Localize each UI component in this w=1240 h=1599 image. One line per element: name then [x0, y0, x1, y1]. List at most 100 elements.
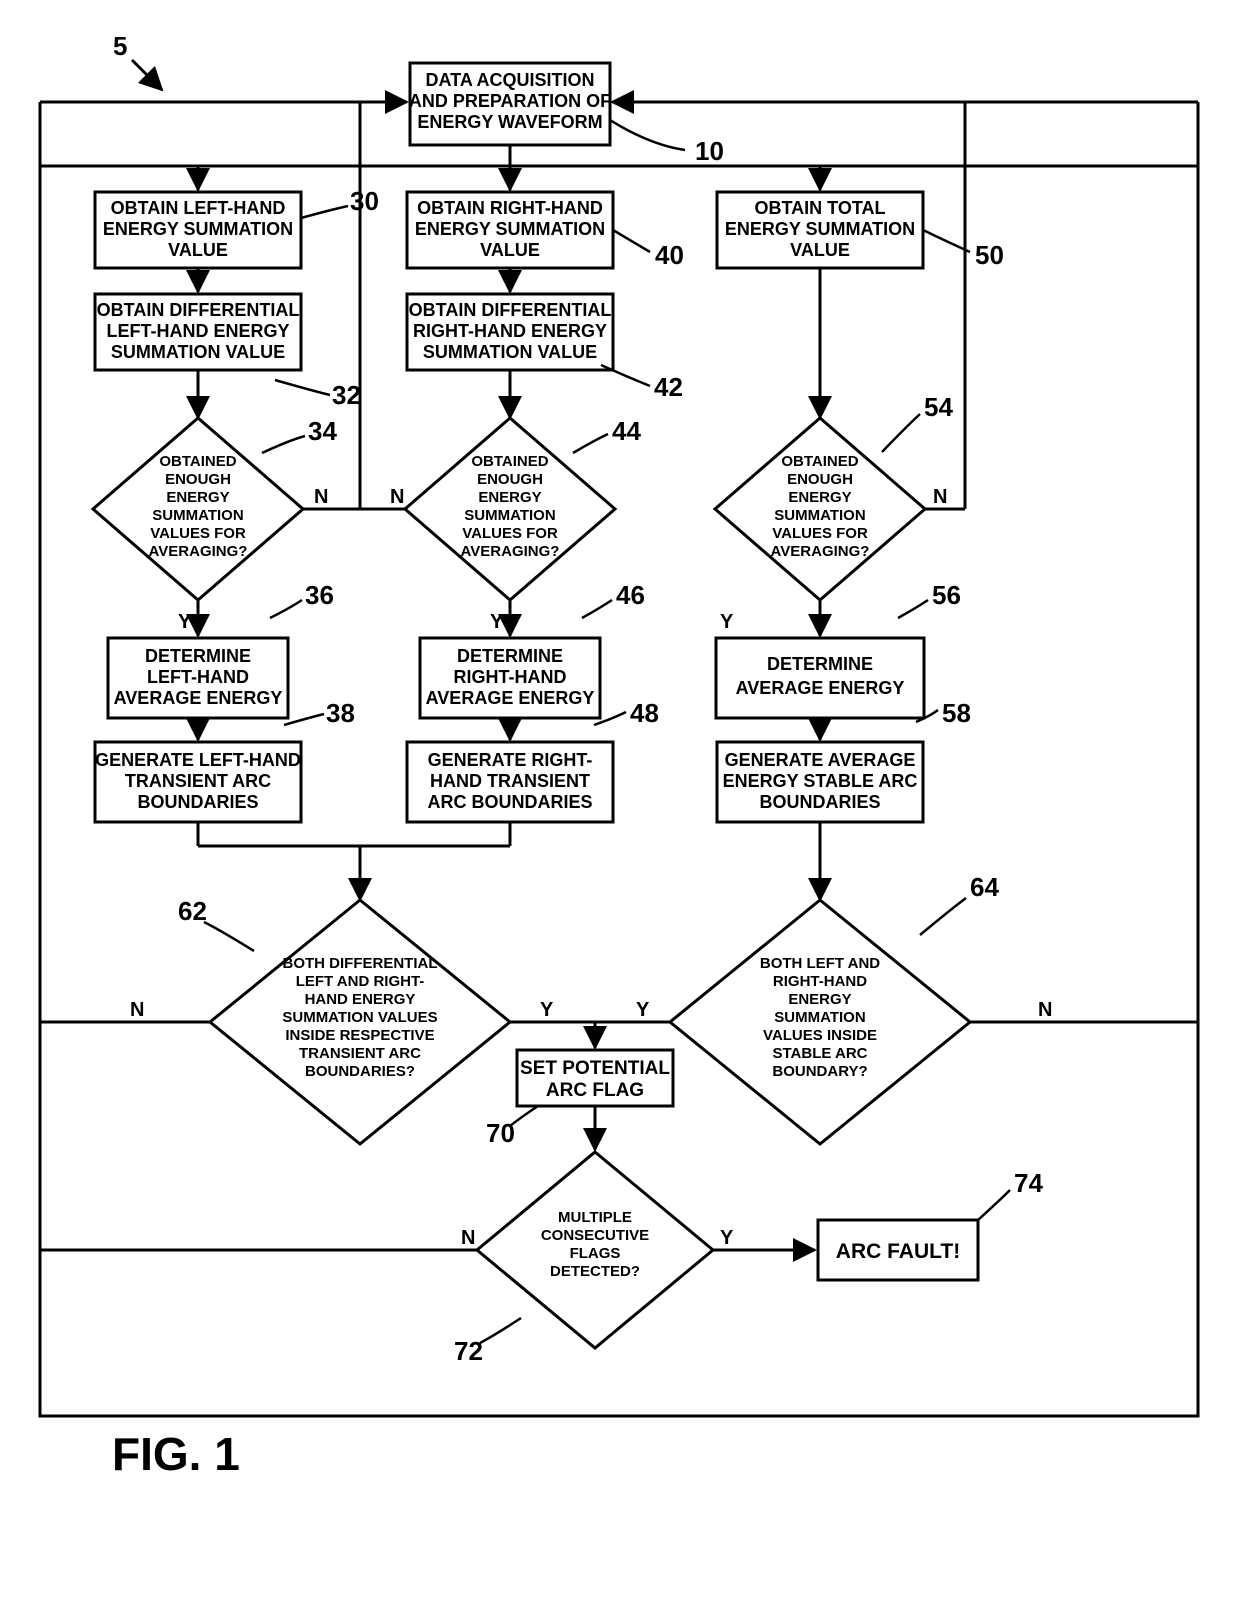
svg-text:TRANSIENT ARC: TRANSIENT ARC: [125, 771, 271, 791]
svg-text:VALUE: VALUE: [480, 240, 540, 260]
svg-text:ARC FLAG: ARC FLAG: [546, 1080, 644, 1101]
svg-text:ENERGY: ENERGY: [788, 991, 851, 1008]
flowchart: DATA ACQUISITION AND PREPARATION OF ENER…: [0, 0, 1240, 1599]
svg-text:AND PREPARATION OF: AND PREPARATION OF: [409, 91, 611, 111]
label-y: Y: [540, 999, 554, 1021]
svg-text:BOTH LEFT AND: BOTH LEFT AND: [760, 955, 880, 972]
leadline-10: [610, 120, 685, 150]
svg-text:VALUES FOR: VALUES FOR: [150, 525, 246, 542]
svg-text:RIGHT-HAND ENERGY: RIGHT-HAND ENERGY: [413, 321, 607, 341]
svg-text:BOUNDARIES?: BOUNDARIES?: [305, 1063, 415, 1080]
ref-64: 64: [970, 872, 999, 902]
svg-text:VALUES INSIDE: VALUES INSIDE: [763, 1027, 877, 1044]
svg-text:BOUNDARY?: BOUNDARY?: [772, 1063, 867, 1080]
ref-46: 46: [616, 580, 645, 610]
svg-text:LEFT-HAND ENERGY: LEFT-HAND ENERGY: [106, 321, 289, 341]
ref-38: 38: [326, 698, 355, 728]
ref-58: 58: [942, 698, 971, 728]
svg-text:OBTAINED: OBTAINED: [471, 453, 548, 470]
arrow-5: [132, 60, 162, 90]
svg-text:VALUE: VALUE: [168, 240, 228, 260]
label-y: Y: [720, 611, 734, 633]
svg-text:OBTAIN DIFFERENTIAL: OBTAIN DIFFERENTIAL: [409, 300, 612, 320]
svg-text:AVERAGING?: AVERAGING?: [149, 543, 248, 560]
label-n: N: [314, 486, 328, 508]
svg-text:LEFT-HAND: LEFT-HAND: [147, 667, 249, 687]
svg-text:DETERMINE: DETERMINE: [457, 646, 563, 666]
svg-text:ENERGY STABLE ARC: ENERGY STABLE ARC: [723, 771, 918, 791]
svg-text:RIGHT-HAND: RIGHT-HAND: [454, 667, 567, 687]
svg-text:BOUNDARIES: BOUNDARIES: [137, 792, 258, 812]
svg-text:ARC FAULT!: ARC FAULT!: [836, 1240, 960, 1263]
svg-text:ENOUGH: ENOUGH: [787, 471, 853, 488]
ref-10: 10: [695, 136, 724, 166]
svg-text:DETECTED?: DETECTED?: [550, 1263, 640, 1280]
svg-text:SUMMATION VALUE: SUMMATION VALUE: [111, 342, 285, 362]
label-n: N: [461, 1227, 475, 1249]
svg-text:ENERGY: ENERGY: [166, 489, 229, 506]
label-n: N: [933, 486, 947, 508]
svg-text:ARC BOUNDARIES: ARC BOUNDARIES: [427, 792, 592, 812]
svg-text:ENERGY SUMMATION: ENERGY SUMMATION: [415, 219, 605, 239]
ref-40: 40: [655, 240, 684, 270]
svg-text:CONSECUTIVE: CONSECUTIVE: [541, 1227, 649, 1244]
svg-text:ENOUGH: ENOUGH: [477, 471, 543, 488]
svg-text:SET POTENTIAL: SET POTENTIAL: [520, 1058, 670, 1079]
label-y: Y: [178, 611, 192, 633]
svg-text:SUMMATION: SUMMATION: [464, 507, 555, 524]
svg-text:RIGHT-HAND: RIGHT-HAND: [773, 973, 867, 990]
svg-text:ENERGY: ENERGY: [478, 489, 541, 506]
ref-5: 5: [113, 31, 127, 61]
svg-text:INSIDE RESPECTIVE: INSIDE RESPECTIVE: [285, 1027, 434, 1044]
svg-text:ENERGY WAVEFORM: ENERGY WAVEFORM: [417, 112, 602, 132]
ref-44: 44: [612, 416, 641, 446]
svg-text:AVERAGE ENERGY: AVERAGE ENERGY: [114, 688, 283, 708]
svg-text:STABLE ARC: STABLE ARC: [773, 1045, 868, 1062]
ref-42: 42: [654, 372, 683, 402]
svg-text:AVERAGE ENERGY: AVERAGE ENERGY: [426, 688, 595, 708]
label-y: Y: [720, 1227, 734, 1249]
svg-text:TRANSIENT ARC: TRANSIENT ARC: [299, 1045, 421, 1062]
ref-70: 70: [486, 1118, 515, 1148]
svg-text:OBTAIN DIFFERENTIAL: OBTAIN DIFFERENTIAL: [97, 300, 300, 320]
label-y: Y: [636, 999, 650, 1021]
ref-62: 62: [178, 896, 207, 926]
label-n: N: [1038, 999, 1052, 1021]
svg-text:ENERGY: ENERGY: [788, 489, 851, 506]
svg-text:OBTAIN LEFT-HAND: OBTAIN LEFT-HAND: [111, 198, 286, 218]
svg-text:GENERATE LEFT-HAND: GENERATE LEFT-HAND: [95, 750, 301, 770]
svg-text:ENERGY SUMMATION: ENERGY SUMMATION: [103, 219, 293, 239]
svg-text:GENERATE RIGHT-: GENERATE RIGHT-: [428, 750, 593, 770]
svg-text:HAND ENERGY: HAND ENERGY: [305, 991, 416, 1008]
figure-label: FIG. 1: [112, 1428, 240, 1480]
label-y: Y: [490, 611, 504, 633]
svg-text:HAND TRANSIENT: HAND TRANSIENT: [430, 771, 590, 791]
svg-text:AVERAGE ENERGY: AVERAGE ENERGY: [736, 678, 905, 698]
svg-text:DETERMINE: DETERMINE: [767, 654, 873, 674]
svg-text:GENERATE AVERAGE: GENERATE AVERAGE: [725, 750, 916, 770]
ref-56: 56: [932, 580, 961, 610]
svg-text:VALUE: VALUE: [790, 240, 850, 260]
ref-72: 72: [454, 1336, 483, 1366]
ref-50: 50: [975, 240, 1004, 270]
svg-text:VALUES FOR: VALUES FOR: [462, 525, 558, 542]
svg-text:VALUES FOR: VALUES FOR: [772, 525, 868, 542]
svg-text:ENOUGH: ENOUGH: [165, 471, 231, 488]
svg-text:SUMMATION VALUE: SUMMATION VALUE: [423, 342, 597, 362]
svg-text:SUMMATION VALUES: SUMMATION VALUES: [282, 1009, 437, 1026]
svg-text:SUMMATION: SUMMATION: [152, 507, 243, 524]
ref-74: 74: [1014, 1168, 1043, 1198]
ref-34: 34: [308, 416, 337, 446]
svg-text:MULTIPLE: MULTIPLE: [558, 1209, 632, 1226]
svg-text:SUMMATION: SUMMATION: [774, 1009, 865, 1026]
svg-text:AVERAGING?: AVERAGING?: [461, 543, 560, 560]
svg-text:FLAGS: FLAGS: [570, 1245, 621, 1262]
svg-text:BOUNDARIES: BOUNDARIES: [759, 792, 880, 812]
svg-text:OBTAINED: OBTAINED: [159, 453, 236, 470]
svg-text:ENERGY SUMMATION: ENERGY SUMMATION: [725, 219, 915, 239]
ref-54: 54: [924, 392, 953, 422]
ref-30: 30: [350, 186, 379, 216]
svg-text:OBTAINED: OBTAINED: [781, 453, 858, 470]
svg-text:AVERAGING?: AVERAGING?: [771, 543, 870, 560]
svg-text:SUMMATION: SUMMATION: [774, 507, 865, 524]
